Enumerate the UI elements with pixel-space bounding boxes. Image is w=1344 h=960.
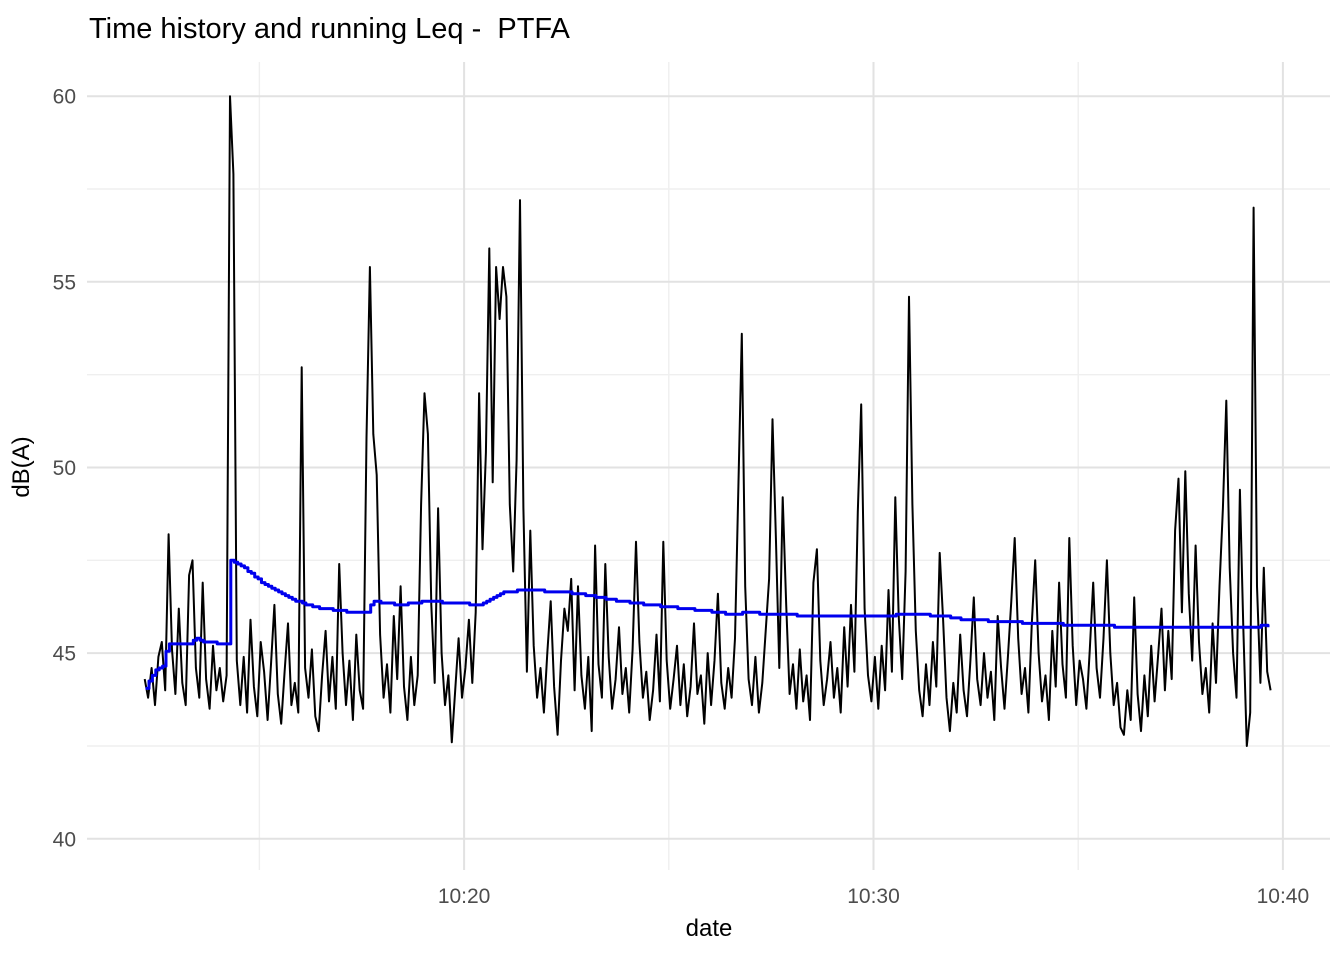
y-tick-label: 45 <box>53 643 76 666</box>
x-tick-label: 10:30 <box>847 885 900 908</box>
x-tick-label: 10:20 <box>438 885 491 908</box>
time-history-line <box>143 95 1272 747</box>
y-tick-label: 40 <box>53 828 76 851</box>
y-tick-label: 60 <box>53 86 76 109</box>
y-tick-label: 50 <box>53 457 76 480</box>
running-leq-line <box>145 558 1270 690</box>
x-axis-title: date <box>685 915 733 942</box>
chart-title: Time history and running Leq - PTFA <box>89 13 570 45</box>
y-tick-label: 55 <box>53 271 76 294</box>
x-tick-label: 10:40 <box>1257 885 1310 908</box>
